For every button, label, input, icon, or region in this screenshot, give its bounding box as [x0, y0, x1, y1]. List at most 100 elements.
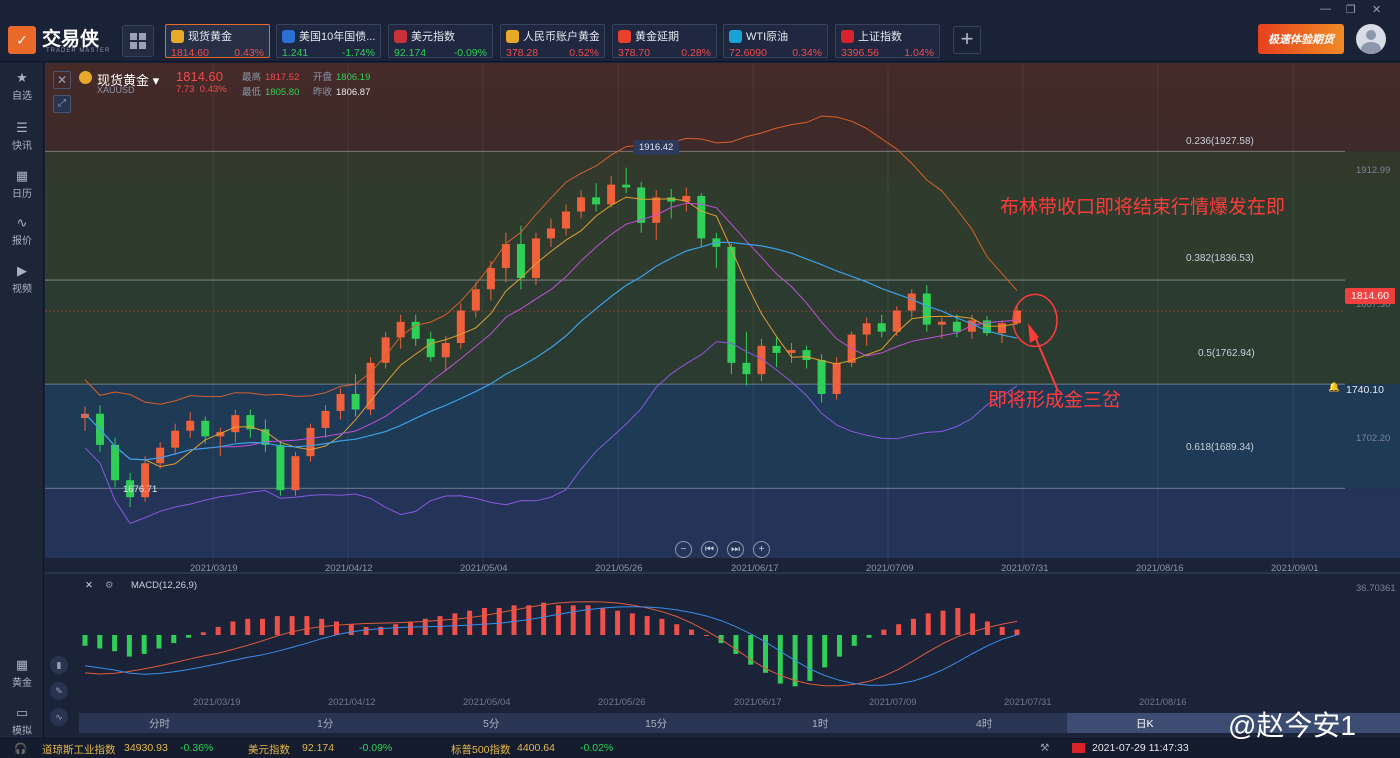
symbol-code: XAUUSD	[97, 85, 135, 95]
candle-body	[156, 447, 165, 464]
bell-icon[interactable]: 🔔	[1328, 382, 1340, 393]
macd-date-axis-label: 2021/08/16	[1139, 697, 1187, 708]
headset-icon[interactable]: 🎧	[14, 743, 28, 755]
timeframe-tab[interactable]: 1分	[317, 718, 334, 730]
sidebar-item[interactable]: ∿ 报价	[0, 216, 44, 247]
sidebar-item[interactable]: ▭ 模拟	[0, 706, 44, 737]
sidebar-item-label: 黄金	[12, 678, 32, 689]
skip-forward-icon[interactable]: ⏭	[727, 541, 744, 558]
macd-bar	[703, 635, 709, 636]
ticker-item[interactable]: 美国10年国债... 1.241 -1.74%	[276, 24, 381, 59]
macd-bar	[1014, 629, 1020, 635]
candle-body	[1013, 310, 1021, 324]
macd-bar	[836, 635, 842, 657]
ticker-item[interactable]: 人民币账户黄金 378.28 0.52%	[500, 24, 605, 59]
skip-back-icon[interactable]: ⏮	[701, 541, 718, 558]
macd-date-axis-label: 2021/04/12	[328, 697, 376, 708]
date-axis-label: 2021/05/26	[595, 563, 643, 574]
minimize-icon[interactable]: —	[1320, 3, 1331, 15]
date-axis-label: 2021/07/31	[1001, 563, 1049, 574]
close-chart-icon[interactable]: ✕	[53, 71, 71, 89]
chart-nav: − ⏮ ⏭ +	[675, 541, 770, 558]
futures-promo-button[interactable]: 极速体验期货	[1258, 24, 1344, 54]
candle-body	[216, 432, 225, 437]
timeframe-tab[interactable]: 1时	[812, 718, 829, 730]
fib-level-label: 0.382(1836.53)	[1186, 253, 1254, 264]
candle-body	[81, 413, 89, 418]
zoom-out-icon[interactable]: −	[675, 541, 692, 558]
macd-bar	[910, 618, 916, 635]
status-index-change: -0.36%	[180, 742, 214, 754]
sidebar-item[interactable]: ▶ 视频	[0, 264, 44, 295]
macd-label: MACD(12,26,9)	[131, 580, 197, 591]
tool-icon[interactable]: ⚒	[1040, 742, 1050, 754]
status-bar: 🎧 道琼斯工业指数 34930.93 -0.36% 美元指数 92.174 -0…	[0, 738, 1400, 758]
macd-close-icon[interactable]: ✕	[85, 580, 93, 591]
ticker-item[interactable]: 美元指数 92.174 -0.09%	[388, 24, 493, 59]
timeframe-tab[interactable]: 日K	[1136, 718, 1154, 730]
macd-settings-icon[interactable]: ⚙	[105, 580, 114, 591]
timeframe-tab[interactable]: 15分	[645, 718, 668, 730]
sidebar-item[interactable]: ▦ 黄金	[0, 658, 44, 689]
user-avatar[interactable]	[1356, 24, 1386, 54]
candle-body	[201, 420, 210, 437]
timeframe-tab[interactable]: 5分	[483, 718, 500, 730]
timeframe-tab[interactable]: 分时	[149, 718, 170, 730]
candle-body	[306, 427, 315, 457]
ticker-item[interactable]: WTI原油 72.6090 0.34%	[723, 24, 828, 59]
zoom-in-icon[interactable]: +	[753, 541, 770, 558]
macd-bar	[999, 626, 1005, 635]
candle-body	[547, 228, 555, 239]
sidebar-item[interactable]: ★ 自选	[0, 71, 44, 102]
candle-body	[832, 362, 841, 394]
price-axis-label: 1912.99	[1356, 165, 1391, 176]
sidebar-item-label: 视频	[12, 284, 32, 295]
macd-bar	[260, 618, 266, 635]
chart-canvas[interactable]	[45, 63, 1400, 713]
expand-icon[interactable]: ⤢	[53, 95, 71, 113]
ticker-name: 人民币账户黄金	[523, 31, 599, 43]
ticker-item[interactable]: 现货黄金 1814.60 0.43%	[165, 24, 270, 59]
ticker-price: 92.174	[394, 47, 427, 59]
restore-icon[interactable]: ❐	[1346, 4, 1356, 16]
candle-body	[441, 343, 450, 358]
status-index-value: 92.174	[302, 742, 335, 754]
layout-grid-button[interactable]	[122, 25, 154, 57]
macd-bar	[407, 621, 413, 635]
sidebar-item[interactable]: ▦ 日历	[0, 169, 44, 200]
sidebar-item[interactable]: ☰ 快讯	[0, 121, 44, 152]
macd-bar	[363, 626, 369, 635]
bollinger-upper	[84, 115, 1018, 405]
ticker-price: 72.6090	[729, 47, 767, 59]
fib-level-label: 0.236(1927.58)	[1186, 136, 1254, 147]
indicator-icon[interactable]: ▮	[50, 656, 68, 674]
macd-bar	[674, 624, 680, 635]
price-axis-label: 1740.10	[1346, 384, 1384, 396]
datetime: 2021-07-29 11:47:33	[1092, 742, 1189, 754]
open-value: 开盘 1806.19	[313, 72, 371, 83]
candle-body	[727, 246, 736, 363]
symbol-selector[interactable]: 现货黄金 ▾	[97, 73, 160, 88]
ticker-item[interactable]: 上证指数 3396.56 1.04%	[835, 24, 940, 59]
add-ticker-button[interactable]: +	[953, 26, 981, 54]
candle-body	[682, 195, 691, 202]
price-axis-label: 1807.30	[1356, 299, 1391, 310]
line-tool-icon[interactable]: ∿	[50, 708, 68, 726]
date-axis-label: 2021/06/17	[731, 563, 779, 574]
fib-level-label: 0.618(1689.34)	[1186, 442, 1254, 453]
candle-body	[802, 350, 811, 360]
macd-bar	[467, 610, 473, 635]
candle-body	[141, 463, 150, 498]
high-value: 最高 1817.52	[242, 72, 300, 83]
close-window-icon[interactable]: ✕	[1372, 4, 1382, 16]
logo-icon: ✓	[8, 26, 36, 54]
macd-dif-line	[84, 601, 1018, 687]
candle-body	[967, 320, 976, 332]
gold-grid-icon: ▦	[15, 657, 29, 672]
ticker-item[interactable]: 黄金延期 378.70 0.28%	[612, 24, 717, 59]
draw-pen-icon[interactable]: ✎	[50, 682, 68, 700]
timeframe-tab[interactable]: 4时	[976, 718, 993, 730]
candle-body	[892, 310, 901, 332]
macd-bar	[230, 621, 236, 635]
